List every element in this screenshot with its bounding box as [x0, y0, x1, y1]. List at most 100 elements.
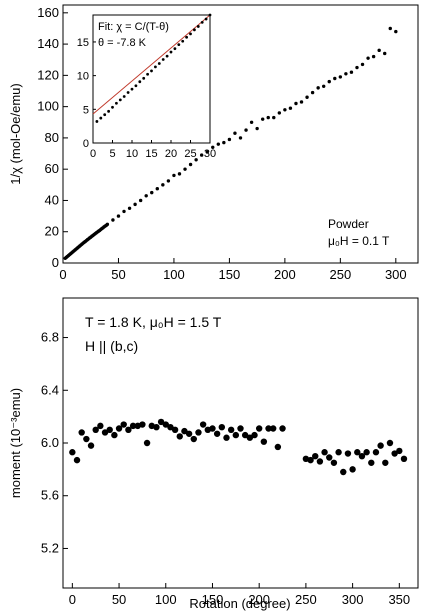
top-x-tick-label: 0 [59, 267, 66, 282]
inset-data-point [103, 113, 107, 117]
top-x-tick-label: 250 [329, 267, 351, 282]
top-data-point [166, 179, 171, 183]
top-y-tick-label: 160 [37, 5, 59, 20]
bottom-data-point [312, 452, 319, 460]
top-data-point [177, 172, 182, 176]
bottom-data-point [358, 452, 366, 460]
bottom-annotation-field-direction: H || (b,c) [85, 338, 138, 354]
bottom-y-axis-label: moment (10⁻³emu) [8, 388, 23, 498]
inset-data-point [118, 98, 122, 102]
top-data-point [266, 115, 270, 120]
bottom-data-point [232, 431, 240, 439]
bottom-data-point [162, 421, 169, 428]
top-data-point [116, 214, 121, 218]
inset-data-point [111, 105, 114, 109]
inset-annotation-theta: θ = -7.8 K [98, 37, 147, 49]
top-data-point [260, 117, 265, 121]
top-y-tick-label: 140 [37, 36, 59, 51]
top-plot-frame [62, 4, 419, 264]
bottom-data-point [153, 423, 160, 431]
top-y-tick-label: 40 [45, 192, 59, 207]
top-y-tick-label: 0 [52, 255, 59, 270]
bottom-data-point [237, 425, 244, 432]
bottom-x-axis-label: Rotation (degree) [189, 596, 290, 611]
inset-y-ticks: 0 5 10 15 [77, 37, 96, 150]
bottom-data-point [400, 455, 408, 463]
top-data-point [150, 190, 154, 195]
top-y-tick-label: 100 [37, 99, 59, 114]
top-data-point [288, 106, 293, 110]
bottom-data-point [227, 426, 235, 434]
bottom-data-point [265, 425, 272, 432]
bottom-data-point [372, 449, 380, 456]
top-data-point [205, 150, 209, 154]
top-data-point [333, 76, 337, 81]
bottom-data-point [363, 449, 370, 456]
inset-x-tick-label: 15 [145, 148, 157, 160]
top-x-tick-label: 200 [274, 267, 296, 282]
inset-data-point [185, 35, 189, 39]
top-data-point [305, 95, 309, 99]
top-panel: 0 50 100 150 200 250 300 020406080100120140160… [8, 4, 419, 282]
inset-data-point [138, 80, 142, 84]
bottom-y-tick-label: 5.6 [41, 488, 59, 503]
bottom-data-point [340, 468, 347, 476]
inset-data-point [181, 39, 185, 43]
top-data-point [388, 26, 392, 31]
top-y-axis-label: 1/χ (mol-Oe/emu) [8, 83, 23, 184]
bottom-y-tick-label: 5.2 [41, 540, 59, 555]
bottom-annotation-conditions: T = 1.8 K, μ₀H = 1.5 T [85, 314, 222, 330]
inset-data-point [115, 101, 118, 105]
inset-data-point [126, 91, 130, 94]
bottom-data-point [139, 421, 146, 428]
top-data-point [277, 111, 282, 115]
inset-data-point [204, 17, 208, 21]
inset-x-tick-label: 30 [204, 148, 216, 160]
top-y-tick-label: 80 [45, 130, 59, 145]
inset-y-tick-label: 10 [77, 71, 89, 83]
bottom-data-point [307, 456, 314, 464]
bottom-data-point [73, 456, 81, 464]
bottom-data-point [316, 458, 324, 465]
top-data-point [233, 131, 237, 135]
top-y-tick-label: 120 [37, 67, 59, 82]
top-data-point [383, 51, 387, 56]
bottom-data-point [129, 422, 137, 430]
top-annotation-field: μ₀H = 0.1 T [328, 234, 390, 248]
top-data-point [155, 187, 159, 191]
inset-y-tick-label: 15 [77, 37, 89, 49]
top-data-point [355, 65, 359, 70]
top-x-tick-label: 300 [385, 267, 407, 282]
bottom-x-tick-label: 100 [155, 592, 177, 607]
top-x-tick-label: 50 [111, 267, 125, 282]
inset-data-point [157, 62, 161, 65]
inset-data-point [95, 120, 99, 123]
top-y-tick-label: 60 [45, 161, 59, 176]
top-y-ticks: 0 20 40 60 80 100 120 140 160 [37, 5, 68, 270]
bottom-data-point [246, 434, 254, 441]
bottom-data-point [279, 425, 286, 432]
inset-annotation-fit: Fit: χ = C/(T-θ) [98, 21, 169, 33]
top-data-point [127, 206, 132, 210]
bottom-data-point [349, 466, 356, 473]
bottom-data-point [190, 435, 197, 443]
top-data-point [188, 162, 193, 167]
bottom-data-point [218, 423, 226, 431]
top-data-point [122, 209, 126, 214]
inset-data-point [107, 109, 110, 113]
top-data-point [294, 101, 298, 106]
top-data-point [211, 145, 215, 149]
bottom-x-tick-label: 150 [202, 592, 224, 607]
bottom-data-point [101, 429, 109, 436]
bottom-data-point [241, 431, 249, 439]
bottom-data-point [391, 450, 398, 457]
top-data-point [338, 75, 343, 79]
inset-y-tick-label: 0 [83, 138, 89, 150]
bottom-data-point [386, 439, 394, 447]
inset-data-point [177, 43, 181, 47]
top-data-point [366, 56, 370, 60]
inset-data-point [208, 13, 212, 17]
top-data-point [344, 72, 348, 76]
top-data-point [144, 194, 148, 198]
top-data-point [371, 54, 376, 59]
